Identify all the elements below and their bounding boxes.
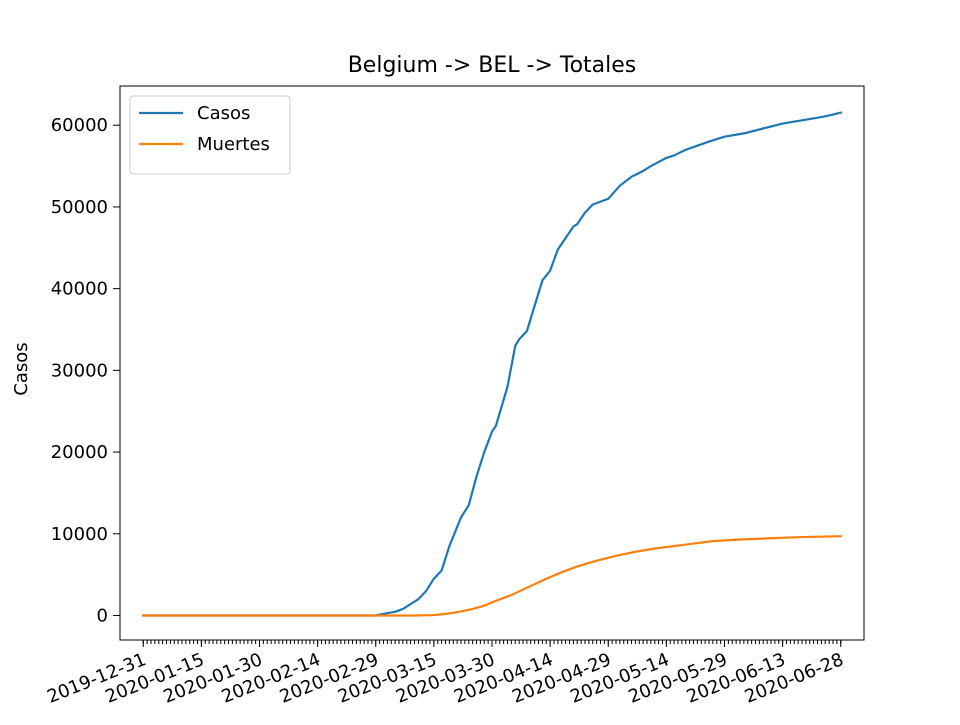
legend-box — [129, 95, 291, 175]
y-axis-label: Casos — [11, 342, 32, 395]
legend: Casos Muertes — [129, 95, 291, 175]
plot-area-frame — [119, 85, 865, 641]
y-tick-label: 60000 — [51, 115, 108, 136]
y-tick-label: 30000 — [51, 360, 108, 381]
legend-label-muertes: Muertes — [197, 134, 270, 155]
y-ticks: 0 10000 20000 30000 40000 50000 60000 — [51, 115, 120, 626]
series-group — [142, 111, 843, 617]
legend-label-casos: Casos — [197, 103, 250, 124]
series-line-casos — [142, 111, 843, 617]
y-tick-label: 50000 — [51, 197, 108, 218]
chart-title: Belgium -> BEL -> Totales — [348, 53, 637, 78]
y-tick-label: 40000 — [51, 279, 108, 300]
y-tick-label: 0 — [97, 605, 108, 626]
y-tick-label: 20000 — [51, 442, 108, 463]
series-line-muertes — [142, 535, 842, 617]
y-tick-label: 10000 — [51, 524, 108, 545]
